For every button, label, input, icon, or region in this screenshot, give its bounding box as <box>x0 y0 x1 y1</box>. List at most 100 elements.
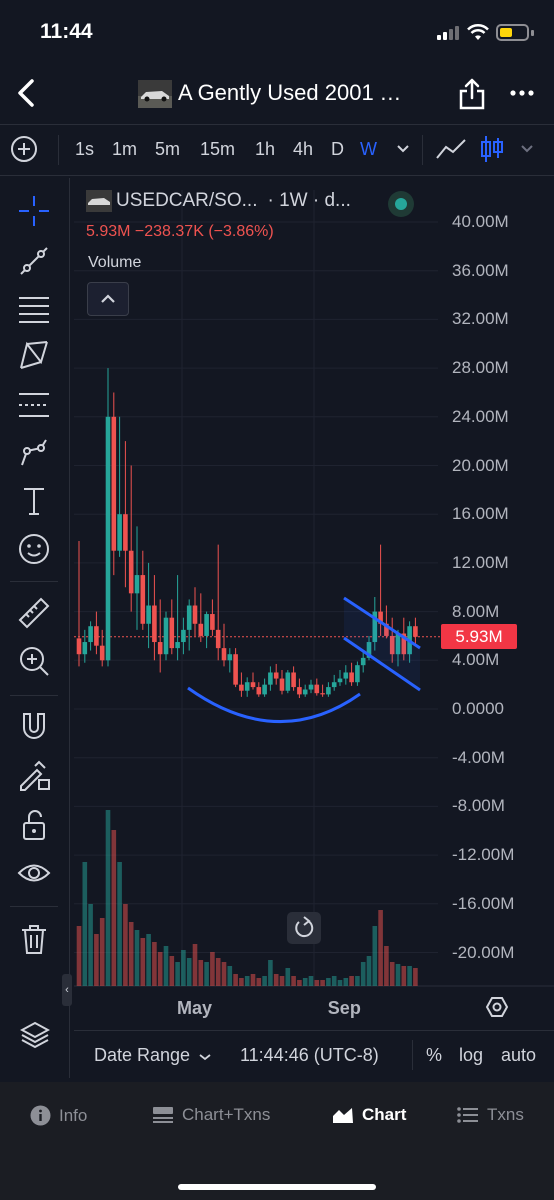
tab-txns[interactable]: Txns <box>457 1105 524 1125</box>
tool-divider <box>10 906 58 907</box>
tab-txns-label: Txns <box>487 1105 524 1124</box>
token-thumbnail <box>138 80 172 108</box>
timeframe-1h[interactable]: 1h <box>255 139 276 159</box>
volume-bar <box>314 980 320 986</box>
emoji-icon[interactable] <box>17 532 51 566</box>
candle-body <box>378 611 383 624</box>
volume-bar <box>256 978 262 986</box>
price-tick-label: 24.00M <box>452 406 509 426</box>
candle-body <box>285 672 291 691</box>
more-options-icon[interactable] <box>510 90 534 96</box>
candle-body <box>331 682 337 688</box>
timeframe-w[interactable]: W <box>360 139 377 159</box>
trash-icon[interactable] <box>17 922 51 956</box>
candle-body <box>181 629 186 643</box>
candlestick-chart-icon[interactable] <box>480 134 504 164</box>
date-range-button[interactable]: Date Range <box>94 1045 211 1066</box>
chart-toolbar: 1s 1m 5m 15m 1h 4h D W <box>0 124 554 176</box>
eye-icon[interactable] <box>17 856 51 890</box>
tab-chart[interactable]: Chart <box>332 1105 406 1125</box>
candle-body <box>262 684 267 695</box>
volume-label: Volume <box>88 254 142 271</box>
volume-bar <box>227 966 233 986</box>
pattern-icon[interactable] <box>17 338 51 372</box>
reset-chart-button[interactable] <box>287 912 321 944</box>
magnet-icon[interactable] <box>17 710 51 744</box>
price-tick-label: 0.0000 <box>452 699 504 718</box>
home-indicator <box>178 1184 376 1190</box>
volume-bar <box>105 810 111 986</box>
tab-chart-txns-label: Chart+Txns <box>182 1105 271 1124</box>
volume-bar <box>94 934 99 986</box>
share-icon[interactable] <box>458 78 486 110</box>
candle-body <box>256 687 262 695</box>
candle-body <box>337 678 343 683</box>
candle-body <box>355 665 360 683</box>
timeframe-1s[interactable]: 1s <box>75 139 95 159</box>
chevron-up-icon <box>101 294 115 303</box>
volume-bar <box>157 952 163 986</box>
unlock-icon[interactable] <box>17 808 51 842</box>
timeframe-15m[interactable]: 15m <box>200 139 236 159</box>
tab-info[interactable]: Info <box>30 1105 87 1126</box>
candle-body <box>146 605 151 624</box>
candle-body <box>349 672 354 683</box>
status-bar: 11:44 <box>0 0 554 62</box>
volume-bar <box>413 968 418 986</box>
auto-toggle[interactable]: auto <box>501 1045 537 1065</box>
volume-bar <box>123 904 128 986</box>
text-tool-icon[interactable] <box>17 484 51 518</box>
volume-bar <box>128 922 134 986</box>
crosshair-icon[interactable] <box>17 194 51 228</box>
timeframe-5m[interactable]: 5m <box>155 139 181 159</box>
volume-bar <box>343 978 349 986</box>
volume-bar <box>204 962 209 986</box>
volume-bar <box>384 946 389 986</box>
chart-bottom-bar <box>74 1030 554 1080</box>
percent-toggle[interactable]: % <box>426 1045 443 1065</box>
candle-body <box>192 605 198 624</box>
timeframe-d[interactable]: D <box>331 139 344 159</box>
line-chart-icon[interactable] <box>436 138 466 160</box>
legend-symbol[interactable]: USEDCAR/SO... <box>116 190 258 211</box>
layers-icon[interactable] <box>20 1020 50 1050</box>
volume-bar <box>395 964 401 986</box>
prediction-icon[interactable] <box>17 388 51 422</box>
ruler-icon[interactable] <box>17 596 51 630</box>
zoom-in-icon[interactable] <box>17 644 51 678</box>
candle-body <box>372 611 378 643</box>
candle-body <box>239 684 244 691</box>
volume-bar <box>285 968 291 986</box>
path-icon[interactable] <box>17 436 51 470</box>
legend-interval: · 1W · d... <box>267 190 351 211</box>
volume-bar <box>389 962 395 986</box>
back-chevron-icon[interactable] <box>12 78 42 108</box>
price-tick-label: -8.00M <box>452 796 505 816</box>
collapse-toolbar-tab[interactable]: ‹ <box>62 974 72 1006</box>
chart-settings-icon[interactable] <box>485 995 509 1019</box>
trend-line-icon[interactable] <box>17 244 51 278</box>
drawing-toolbar <box>0 178 70 1078</box>
volume-bar <box>326 978 331 986</box>
candle-body <box>360 657 366 666</box>
candle-body <box>76 638 82 655</box>
bottom-divider <box>412 1040 413 1070</box>
collapse-legend-button[interactable] <box>87 282 129 316</box>
clock-timezone[interactable]: 11:44:46 (UTC-8) <box>240 1045 379 1065</box>
candle-body <box>204 614 209 636</box>
price-tick-label: 40.00M <box>452 212 509 231</box>
lock-drawing-icon[interactable] <box>17 758 51 792</box>
fib-retracement-icon[interactable] <box>17 292 51 326</box>
add-symbol-icon[interactable] <box>11 136 37 162</box>
volume-bar <box>186 958 192 986</box>
candle-body <box>117 514 122 551</box>
candle-body <box>198 623 204 636</box>
tab-chart-txns[interactable]: Chart+Txns <box>152 1105 270 1125</box>
timeframe-4h[interactable]: 4h <box>293 139 314 159</box>
market-status-indicator[interactable] <box>388 191 414 217</box>
chevron-down-icon[interactable] <box>396 143 410 153</box>
timeframe-1m[interactable]: 1m <box>112 139 138 159</box>
log-toggle[interactable]: log <box>459 1045 484 1065</box>
chart-type-chevron-icon[interactable] <box>520 143 534 153</box>
